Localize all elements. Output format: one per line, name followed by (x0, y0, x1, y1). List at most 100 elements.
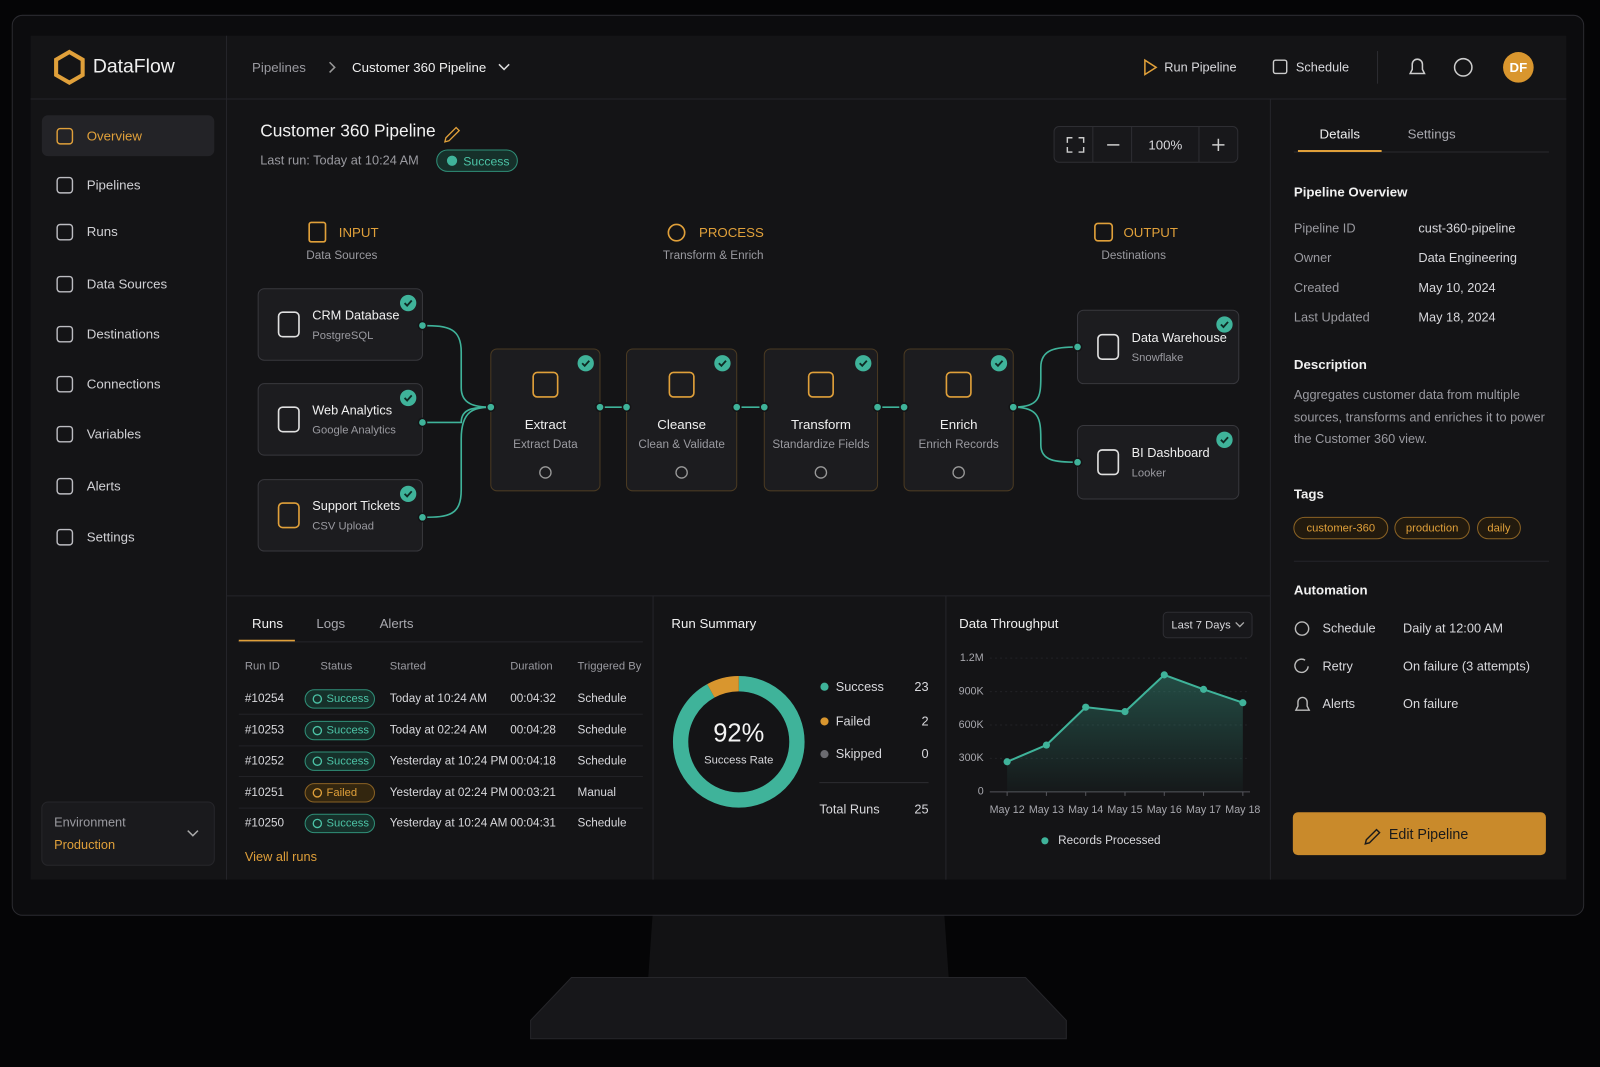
nav-item[interactable]: Connections (86, 376, 161, 392)
stage-title: OUTPUT (1123, 224, 1179, 241)
automation-key: Alerts (1322, 696, 1356, 712)
monitor-neck (647, 908, 949, 982)
pipeline-node[interactable] (626, 348, 738, 492)
node-sub: Extract Data (513, 438, 578, 452)
pipeline-node[interactable] (903, 348, 1014, 492)
chart-title: Data Throughput (959, 615, 1059, 632)
point (1239, 699, 1247, 707)
node-icon (945, 371, 972, 398)
node-label: Cleanse (657, 416, 706, 433)
column-header: Started (389, 660, 426, 673)
check-badge (399, 294, 417, 312)
fullscreen-icon[interactable] (1066, 137, 1085, 153)
environment[interactable]: Production (54, 837, 116, 853)
nav-item[interactable]: Data Sources (86, 276, 168, 292)
port (872, 402, 883, 412)
point (1160, 671, 1168, 679)
automation-value: On failure (1403, 696, 1459, 712)
zoom-in[interactable] (1212, 138, 1225, 152)
status-pill (304, 783, 375, 803)
x-tick-label: May 16 (1147, 804, 1182, 816)
check-icon (446, 155, 458, 166)
node-label: Enrich (939, 416, 978, 433)
help-icon (1453, 57, 1473, 77)
gear-icon[interactable] (539, 466, 552, 479)
tab[interactable]: Logs (316, 615, 346, 632)
automation-key: Retry (1322, 659, 1353, 674)
pipeline-node[interactable] (1077, 309, 1240, 385)
nav-icon (56, 223, 74, 241)
breadcrumb[interactable]: Customer 360 Pipeline (352, 59, 487, 75)
check-mark (718, 360, 727, 368)
logo (54, 49, 85, 86)
edit-button-label[interactable]: Edit Pipeline (1388, 825, 1469, 842)
chevron (329, 61, 336, 73)
point (1121, 708, 1129, 716)
clock-icon (1294, 621, 1310, 636)
environment-box[interactable] (41, 801, 215, 866)
schedule[interactable]: Schedule (1295, 60, 1350, 75)
legend-dot (820, 682, 829, 691)
zoom-control[interactable] (1053, 126, 1239, 163)
stage-subtitle: Data Sources (306, 249, 378, 263)
port (899, 402, 909, 412)
nav-icon (56, 127, 74, 145)
nav-item[interactable]: Variables (86, 426, 142, 442)
nav-item[interactable]: Pipelines (86, 177, 141, 193)
node-icon (277, 502, 300, 529)
field-value: May 18, 2024 (1418, 310, 1496, 325)
point (1082, 703, 1090, 711)
pipeline-node[interactable] (1077, 424, 1240, 500)
tab[interactable]: Details (1319, 126, 1361, 142)
point (1003, 758, 1011, 766)
node-sub: CSV Upload (312, 520, 375, 533)
run-duration: 00:04:28 (510, 724, 556, 737)
y-tick-label: 300K (959, 752, 985, 764)
run-id[interactable]: #10250 (244, 817, 285, 830)
nav-item[interactable]: Settings (86, 529, 135, 545)
node-icon (1097, 333, 1120, 360)
breadcrumb[interactable]: Pipelines (252, 59, 306, 75)
nav-item[interactable]: Destinations (86, 326, 160, 342)
run-status: Success (326, 755, 369, 768)
edit-icon[interactable] (443, 126, 461, 143)
connector (1013, 346, 1078, 408)
nav-active[interactable] (41, 115, 215, 157)
run-trigger: Manual (577, 786, 617, 799)
port (1008, 402, 1019, 412)
edit-button[interactable] (1292, 812, 1546, 856)
run-pipeline[interactable]: Run Pipeline (1164, 60, 1237, 75)
gear-icon[interactable] (675, 466, 688, 479)
port (731, 402, 742, 412)
pipeline-node[interactable] (763, 348, 879, 492)
port (621, 402, 632, 412)
pipeline-node[interactable] (490, 348, 601, 492)
node-sub: PostgreSQL (312, 329, 374, 342)
gear-icon[interactable] (814, 466, 828, 479)
tab[interactable]: Runs (252, 615, 284, 632)
run-id[interactable]: #10251 (244, 786, 285, 799)
range-select[interactable] (1162, 611, 1253, 639)
view-all[interactable]: View all runs (244, 849, 317, 865)
run-id[interactable]: #10254 (244, 692, 285, 706)
pipeline-node[interactable] (257, 479, 423, 552)
nav-item[interactable]: Overview (86, 128, 143, 144)
legend-name: Skipped (835, 746, 882, 762)
column-header: Duration (510, 660, 553, 673)
run-id[interactable]: #10252 (244, 755, 285, 768)
check-mark (1220, 321, 1229, 329)
nav-item[interactable]: Runs (86, 223, 118, 240)
legend-count: 2 (921, 714, 929, 729)
port (595, 402, 605, 412)
tab[interactable]: Alerts (379, 615, 414, 632)
legend-label: Records Processed (1058, 834, 1161, 847)
x-tick-label: May 14 (1068, 804, 1103, 816)
legend-dot (1041, 837, 1049, 845)
nav-item[interactable]: Alerts (86, 478, 121, 494)
pipeline-node[interactable] (257, 383, 423, 456)
range-label[interactable]: Last 7 Days (1171, 618, 1231, 632)
pipeline-node[interactable] (257, 288, 423, 361)
run-id[interactable]: #10253 (244, 724, 285, 737)
tab[interactable]: Settings (1407, 126, 1456, 142)
gear-icon[interactable] (952, 466, 965, 479)
